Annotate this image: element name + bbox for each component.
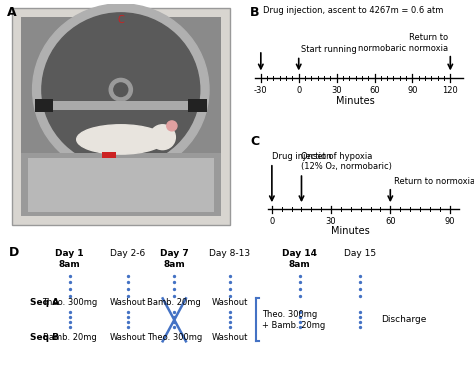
Circle shape — [167, 121, 177, 131]
Text: Theo. 300mg: Theo. 300mg — [42, 298, 97, 307]
Text: 0: 0 — [269, 217, 274, 226]
Text: Theo. 300mg: Theo. 300mg — [146, 333, 202, 342]
Circle shape — [42, 13, 200, 166]
Text: Discharge: Discharge — [381, 315, 427, 324]
Text: Minutes: Minutes — [336, 96, 375, 106]
Text: Drug injection, ascent to 4267m = 0.6 atm: Drug injection, ascent to 4267m = 0.6 at… — [264, 6, 444, 14]
Text: 90: 90 — [444, 217, 455, 226]
Text: Drug injection: Drug injection — [272, 152, 331, 161]
Text: Onset of hypoxia
(12% O₂, normobaric): Onset of hypoxia (12% O₂, normobaric) — [301, 152, 392, 171]
Text: B: B — [249, 6, 259, 19]
Text: 120: 120 — [442, 86, 458, 95]
Text: Theo. 300mg
+ Bamb. 20mg: Theo. 300mg + Bamb. 20mg — [262, 310, 325, 330]
Text: Bamb. 20mg: Bamb. 20mg — [43, 333, 97, 342]
Text: 60: 60 — [369, 86, 380, 95]
Text: Day 2-6: Day 2-6 — [110, 249, 146, 258]
Text: C: C — [118, 15, 124, 25]
Bar — [21, 18, 220, 216]
Text: Washout: Washout — [109, 333, 146, 342]
Text: Start running: Start running — [301, 45, 357, 54]
Text: 60: 60 — [385, 217, 396, 226]
Text: Return to
normobaric normoxia: Return to normobaric normoxia — [358, 33, 448, 53]
Text: Return to normoxia: Return to normoxia — [394, 177, 474, 186]
Text: -30: -30 — [254, 86, 268, 95]
Text: Day 7
8am: Day 7 8am — [160, 249, 189, 269]
Text: 0: 0 — [296, 86, 301, 95]
Text: Washout: Washout — [212, 333, 248, 342]
Text: D: D — [9, 246, 18, 259]
Text: 30: 30 — [326, 217, 337, 226]
Circle shape — [114, 83, 128, 96]
Text: Washout: Washout — [109, 298, 146, 307]
Text: Seq B: Seq B — [30, 333, 59, 342]
Circle shape — [33, 4, 209, 176]
Text: Day 1
8am: Day 1 8am — [55, 249, 84, 269]
Text: Day 8-13: Day 8-13 — [210, 249, 251, 258]
Text: Seq A: Seq A — [30, 298, 59, 307]
Bar — [188, 99, 207, 112]
Text: Minutes: Minutes — [331, 226, 370, 237]
Bar — [35, 101, 207, 110]
Circle shape — [150, 125, 175, 150]
Text: Washout: Washout — [212, 298, 248, 307]
Bar — [35, 99, 54, 112]
Ellipse shape — [77, 125, 165, 154]
Text: Bamb. 20mg: Bamb. 20mg — [147, 298, 201, 307]
Text: Day 14
8am: Day 14 8am — [282, 249, 317, 269]
Bar — [21, 153, 220, 216]
Circle shape — [109, 78, 132, 101]
Text: 30: 30 — [331, 86, 342, 95]
Bar — [28, 157, 214, 212]
Text: 90: 90 — [407, 86, 418, 95]
Text: C: C — [250, 135, 259, 148]
Bar — [102, 152, 116, 157]
Text: A: A — [7, 6, 17, 19]
Text: Day 15: Day 15 — [344, 249, 376, 258]
